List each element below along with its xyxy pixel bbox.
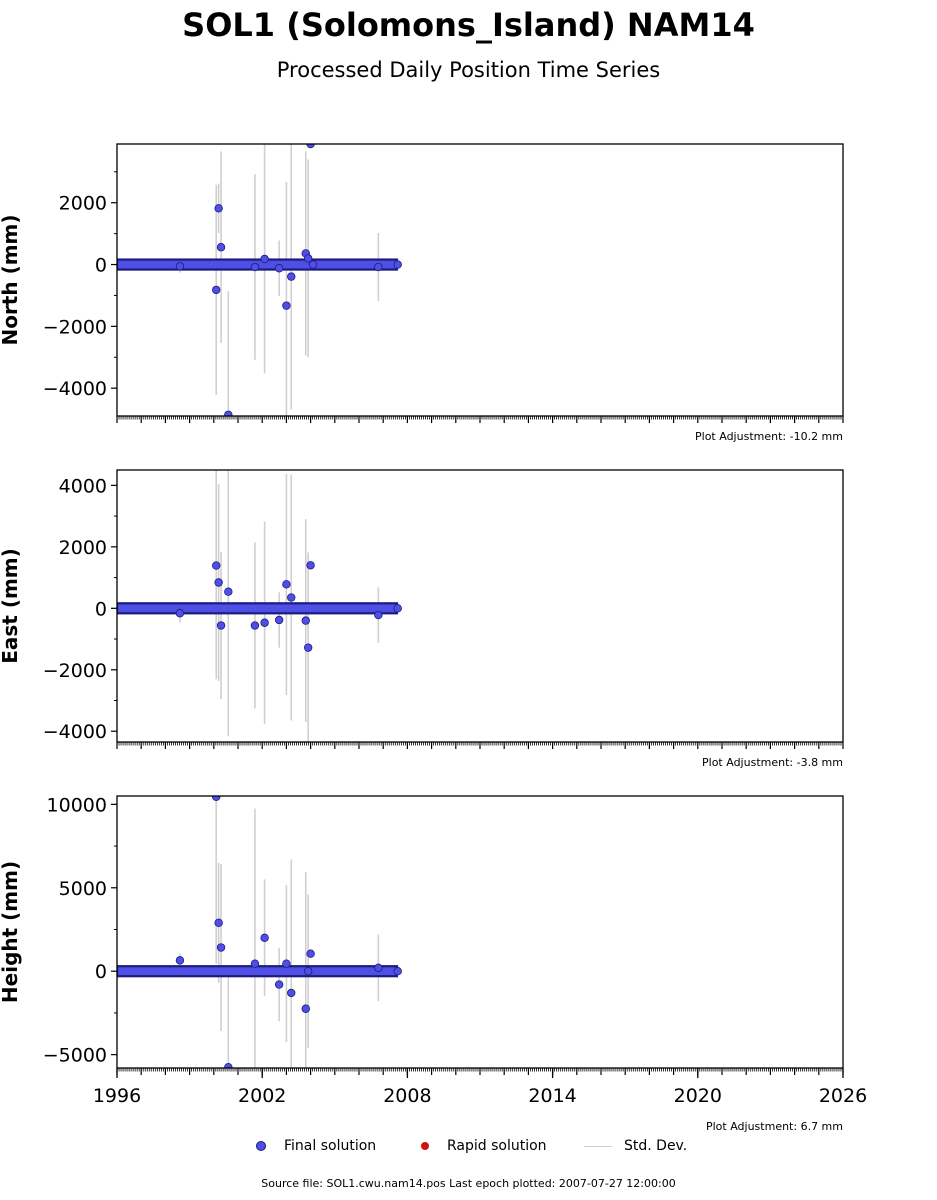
legend-rapid: Rapid solution	[421, 1138, 547, 1154]
data-point	[175, 262, 185, 271]
y-axis-label: North (mm)	[0, 214, 22, 345]
data-point	[393, 604, 402, 613]
y-tick-label: 2000	[59, 193, 107, 215]
x-tick-label: 1996	[93, 1085, 141, 1107]
final-solution-band	[117, 602, 399, 615]
std-dev-line-icon	[584, 1145, 612, 1147]
x-tick-label: 2014	[528, 1085, 576, 1107]
data-point	[212, 285, 221, 295]
data-point	[306, 144, 315, 149]
y-tick-label: 2000	[59, 537, 107, 559]
data-point	[303, 643, 313, 652]
data-point	[393, 967, 402, 976]
y-axis-label: Height (mm)	[0, 861, 22, 1003]
data-point	[216, 943, 226, 952]
y-tick-label: 0	[95, 961, 107, 983]
x-tick-label: 2008	[383, 1085, 431, 1107]
plot-adjustment-note: Plot Adjustment: 6.7 mm	[706, 1120, 843, 1133]
data-point	[287, 593, 296, 602]
y-tick-label: 5000	[59, 878, 107, 900]
data-point	[393, 260, 402, 269]
data-point	[303, 967, 313, 976]
data-point	[212, 561, 221, 570]
data-point	[175, 956, 185, 965]
data-point	[175, 609, 185, 618]
data-point	[274, 264, 284, 273]
legend-rapid-label: Rapid solution	[447, 1138, 547, 1154]
legend: Final solution Rapid solution Std. Dev.	[0, 1138, 937, 1158]
data-point	[214, 918, 223, 928]
data-point	[274, 980, 284, 989]
data-point	[282, 580, 291, 589]
final-solution-marker-icon	[256, 1141, 266, 1151]
data-point	[308, 260, 318, 269]
data-point	[216, 621, 226, 630]
chart-title: SOL1 (Solomons_Island) NAM14	[182, 6, 755, 44]
y-tick-label: −5000	[43, 1045, 107, 1067]
x-tick-label: 2020	[674, 1085, 722, 1107]
data-point	[260, 254, 269, 264]
data-point	[214, 578, 223, 587]
y-tick-label: −2000	[43, 316, 107, 338]
y-axis-label: East (mm)	[0, 548, 22, 664]
y-tick-label: −2000	[43, 660, 107, 682]
y-tick-label: 0	[95, 255, 107, 277]
data-point	[224, 1062, 233, 1068]
data-point	[374, 963, 383, 973]
data-point	[250, 959, 260, 968]
plot-adjustment-note: Plot Adjustment: -10.2 mm	[695, 430, 843, 443]
axes-frame	[116, 795, 844, 1069]
chart-subtitle: Processed Daily Position Time Series	[276, 58, 661, 82]
legend-final-label: Final solution	[284, 1138, 377, 1154]
data-point	[260, 618, 269, 627]
axes-frame	[116, 143, 844, 417]
data-point	[224, 587, 233, 596]
legend-std: Std. Dev.	[584, 1138, 687, 1154]
final-solution-band	[117, 965, 399, 978]
data-point	[374, 262, 383, 272]
y-tick-label: −4000	[43, 378, 107, 400]
data-point	[306, 949, 315, 958]
data-point	[287, 988, 296, 998]
source-footer: Source file: SOL1.cwu.nam14.pos Last epo…	[261, 1177, 676, 1190]
data-point	[214, 204, 223, 213]
data-point	[303, 254, 313, 263]
data-point	[282, 301, 291, 310]
x-tick-label: 2002	[238, 1085, 286, 1107]
legend-final: Final solution	[256, 1138, 376, 1154]
data-point	[260, 933, 269, 943]
y-tick-label: 4000	[59, 475, 107, 497]
data-point	[216, 243, 226, 252]
data-point	[287, 272, 296, 281]
data-point	[250, 621, 260, 630]
y-tick-label: 0	[95, 598, 107, 620]
x-tick-label: 2026	[819, 1085, 867, 1107]
data-point	[212, 796, 221, 802]
data-point	[250, 262, 260, 272]
data-point	[282, 959, 291, 968]
legend-std-label: Std. Dev.	[624, 1138, 688, 1154]
rapid-solution-marker-icon	[421, 1142, 429, 1150]
plot-adjustment-note: Plot Adjustment: -3.8 mm	[702, 756, 843, 769]
data-point	[374, 610, 383, 620]
y-tick-label: −4000	[43, 721, 107, 743]
y-tick-label: 10000	[47, 794, 107, 816]
data-point	[301, 616, 310, 625]
data-point	[224, 410, 233, 416]
data-point	[274, 615, 284, 625]
data-point	[301, 1004, 310, 1013]
data-point	[306, 561, 315, 570]
